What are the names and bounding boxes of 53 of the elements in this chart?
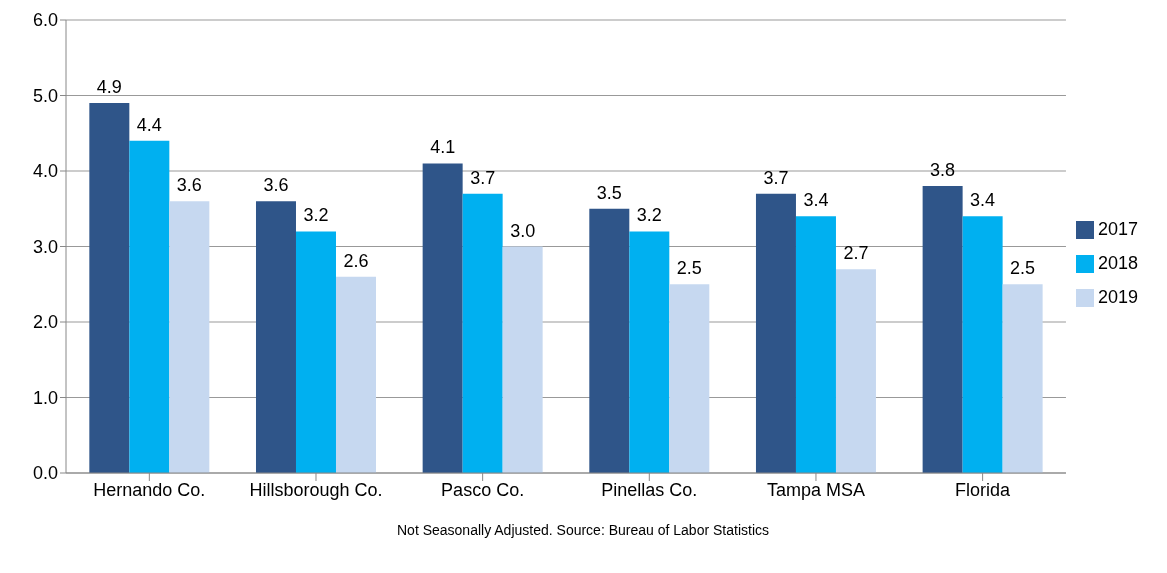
x-tick-label: Florida <box>955 479 1012 500</box>
data-label: 2.5 <box>1010 258 1036 279</box>
y-tick-label: 5.0 <box>32 85 58 106</box>
bar <box>922 186 963 473</box>
bar <box>755 193 796 473</box>
y-tick-label: 3.0 <box>32 236 58 257</box>
bar <box>835 269 876 473</box>
data-label: 3.6 <box>263 175 289 196</box>
data-label: 3.0 <box>510 220 536 241</box>
y-tick-label: 6.0 <box>32 10 58 31</box>
bar <box>169 201 210 473</box>
data-label: 3.2 <box>303 205 329 226</box>
bar <box>295 231 336 473</box>
y-tick-label: 0.0 <box>32 463 58 484</box>
bar <box>422 163 463 473</box>
data-label: 4.9 <box>96 77 122 98</box>
x-tick-label: Tampa MSA <box>766 479 865 500</box>
data-label: 4.4 <box>136 114 162 135</box>
bar <box>89 103 130 473</box>
bar <box>589 208 630 473</box>
bar <box>335 276 376 473</box>
x-tick-label: Pasco Co. <box>441 479 525 500</box>
bar <box>255 201 296 473</box>
data-label: 3.4 <box>970 190 996 211</box>
data-label: 2.7 <box>843 243 869 264</box>
data-label: 2.6 <box>343 250 369 271</box>
data-label: 3.7 <box>470 167 496 188</box>
data-label: 3.2 <box>636 205 662 226</box>
bar <box>795 216 836 473</box>
y-tick-label: 4.0 <box>32 161 58 182</box>
text: Not Seasonally Adjusted. Source: Bureau of Labor Statistics <box>396 522 770 538</box>
legend-label: 2019 <box>1097 287 1138 307</box>
bar <box>669 284 710 473</box>
bar <box>629 231 670 473</box>
bar <box>1002 284 1043 473</box>
data-label: 3.4 <box>803 190 829 211</box>
legend-label: 2017 <box>1097 219 1138 239</box>
legend-label: 2018 <box>1097 253 1138 273</box>
y-tick-label: 2.0 <box>32 312 58 333</box>
bar <box>129 140 170 473</box>
data-label: 3.8 <box>930 160 956 181</box>
y-tick-label: 1.0 <box>32 387 58 408</box>
data-label: 4.1 <box>430 137 456 158</box>
x-tick-label: Pinellas Co. <box>601 479 698 500</box>
data-label: 2.5 <box>676 258 702 279</box>
x-tick-label: Hillsborough Co. <box>249 479 383 500</box>
bar <box>962 216 1003 473</box>
data-label: 3.6 <box>176 175 202 196</box>
bar <box>502 246 543 473</box>
x-tick-label: Hernando Co. <box>93 479 206 500</box>
data-label: 3.7 <box>763 167 789 188</box>
bar <box>462 193 503 473</box>
data-label: 3.5 <box>596 182 622 203</box>
